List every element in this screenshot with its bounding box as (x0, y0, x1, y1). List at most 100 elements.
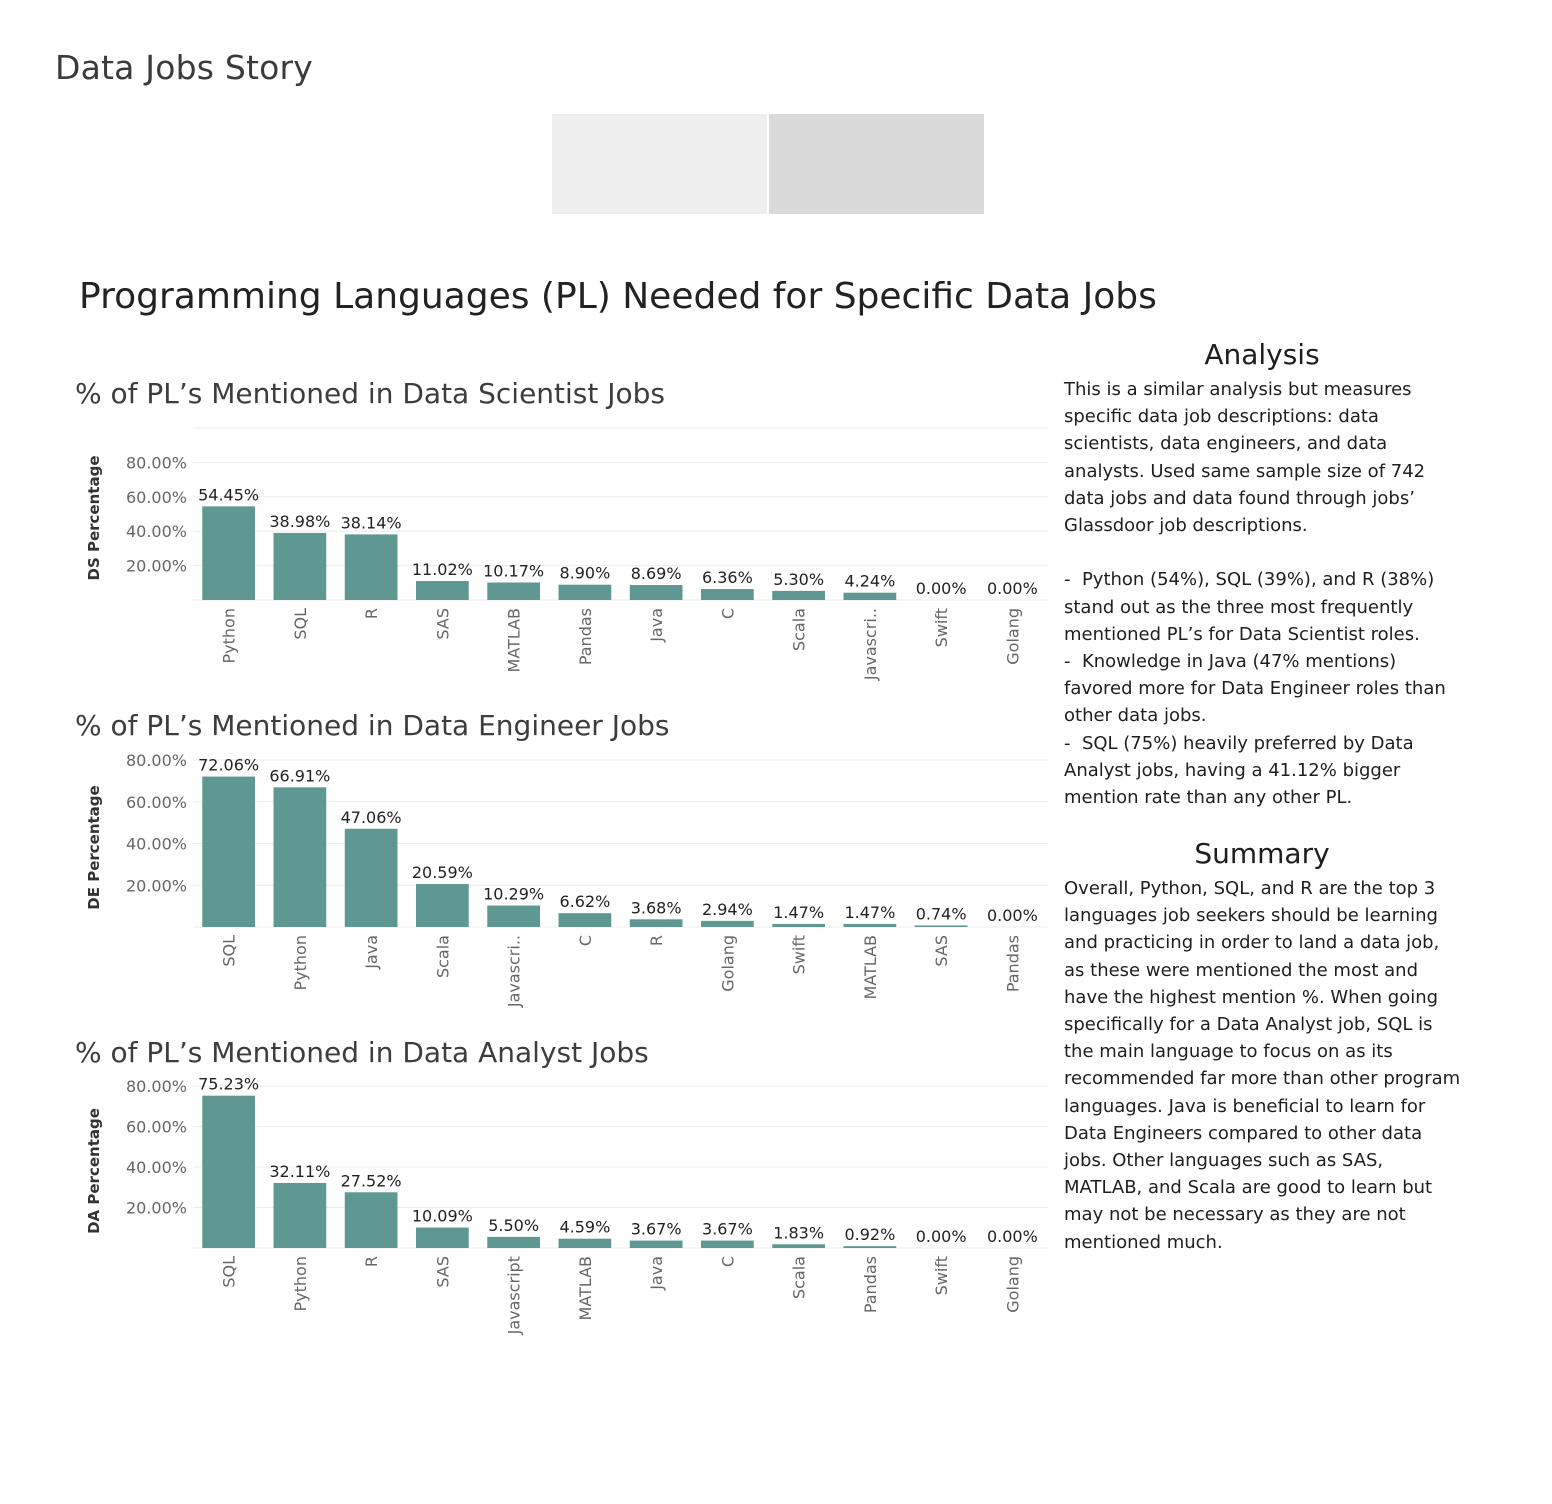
ds-bar-pandas[interactable] (558, 584, 612, 600)
ds-y-tick-label: 80.00% (126, 453, 187, 472)
da-data-label: 4.59% (559, 1218, 610, 1237)
ds-bar-c[interactable] (701, 589, 754, 600)
de-category-label: Pandas (1003, 935, 1022, 992)
da-bar-sas[interactable] (416, 1227, 469, 1248)
ds-bar-java[interactable] (629, 585, 683, 600)
da-bar-javascript[interactable] (487, 1236, 540, 1248)
ds-category-label: Javascri.. (861, 608, 880, 681)
da-category-label: SQL (220, 1256, 239, 1288)
da-bar-sql[interactable] (202, 1095, 255, 1248)
da-category-label: Java (647, 1256, 666, 1291)
story-navigator (552, 114, 984, 214)
da-bar-r[interactable] (344, 1192, 398, 1248)
da-bar-python[interactable] (273, 1182, 327, 1248)
ds-bar-python[interactable] (202, 506, 255, 600)
story-point-1[interactable] (552, 114, 767, 214)
de-data-label: 1.47% (773, 903, 824, 922)
de-y-tick-label: 20.00% (126, 876, 187, 895)
da-bar-matlab[interactable] (558, 1238, 612, 1248)
ds-data-label: 8.69% (631, 564, 682, 583)
ds-bar-sql[interactable] (273, 532, 327, 600)
de-y-tick-label: 80.00% (126, 751, 187, 770)
ds-bar-matlab[interactable] (487, 582, 540, 600)
de-data-label: 2.94% (702, 900, 753, 919)
analysis-heading: Analysis (1204, 338, 1320, 371)
ds-bar-javascri[interactable] (843, 592, 897, 600)
ds-y-tick-label: 40.00% (126, 522, 187, 541)
story-title: Data Jobs Story (55, 48, 314, 87)
da-data-label: 75.23% (198, 1075, 259, 1094)
de-category-label: R (647, 935, 666, 946)
dashboard-title: Programming Languages (PL) Needed for Sp… (79, 276, 1157, 317)
de-data-label: 72.06% (198, 756, 259, 775)
ds-data-label: 38.98% (269, 512, 330, 531)
da-bar-java[interactable] (629, 1240, 683, 1248)
ds-chart-title: % of PL’s Mentioned in Data Scientist Jo… (75, 377, 666, 410)
de-bar-r[interactable] (629, 919, 683, 927)
da-data-label: 10.09% (412, 1207, 473, 1226)
da-y-tick-label: 80.00% (126, 1077, 187, 1096)
de-data-label: 6.62% (559, 892, 610, 911)
de-data-label: 47.06% (341, 808, 402, 827)
ds-category-label: Swift (932, 608, 951, 647)
ds-category-label: Golang (1003, 608, 1022, 665)
ds-data-label: 5.30% (773, 570, 824, 589)
de-bar-scala[interactable] (416, 884, 469, 927)
ds-data-label: 4.24% (844, 572, 895, 591)
de-category-label: MATLAB (861, 935, 880, 999)
ds-data-label: 0.00% (987, 579, 1038, 598)
da-category-label: Pandas (861, 1256, 880, 1313)
da-data-label: 0.00% (916, 1227, 967, 1246)
de-bar-c[interactable] (558, 913, 612, 927)
ds-data-label: 10.17% (483, 562, 544, 581)
de-bar-sas[interactable] (914, 925, 968, 927)
da-y-axis-label: DA Percentage (85, 1108, 103, 1234)
ds-category-label: R (362, 608, 381, 619)
de-data-label: 0.00% (987, 906, 1038, 925)
de-data-label: 20.59% (412, 863, 473, 882)
de-data-label: 0.74% (916, 904, 967, 923)
ds-data-label: 54.45% (198, 485, 259, 504)
de-category-label: SQL (220, 935, 239, 967)
ds-y-tick-label: 60.00% (126, 488, 187, 507)
de-data-label: 3.68% (631, 898, 682, 917)
da-data-label: 27.52% (341, 1171, 402, 1190)
da-bar-scala[interactable] (772, 1244, 825, 1248)
ds-category-label: Pandas (576, 608, 595, 665)
ds-bar-r[interactable] (344, 534, 398, 600)
de-data-label: 66.91% (269, 766, 330, 785)
de-bar-chart: 20.00% 40.00% 60.00% 80.00% DE Percentage 72.… (85, 751, 1048, 1008)
de-bar-swift[interactable] (772, 923, 825, 927)
de-category-label: SAS (932, 935, 951, 967)
de-bar-golang[interactable] (701, 920, 754, 927)
da-bar-pandas[interactable] (843, 1246, 897, 1248)
de-bar-matlab[interactable] (843, 923, 897, 927)
da-data-label: 32.11% (269, 1162, 330, 1181)
da-bar-c[interactable] (701, 1240, 754, 1248)
da-category-label: Javascript (505, 1256, 524, 1335)
story-point-2[interactable] (769, 114, 984, 214)
de-chart-title: % of PL’s Mentioned in Data Engineer Job… (75, 709, 670, 742)
da-y-tick-label: 60.00% (126, 1118, 187, 1137)
de-bar-sql[interactable] (202, 776, 255, 927)
de-category-label: Scala (433, 935, 452, 978)
de-bar-javascri[interactable] (487, 905, 540, 927)
de-category-label: Golang (718, 935, 737, 992)
da-data-label: 1.83% (773, 1223, 824, 1242)
ds-bar-sas[interactable] (416, 581, 469, 600)
da-chart-title: % of PL’s Mentioned in Data Analyst Jobs (75, 1036, 649, 1069)
da-category-label: MATLAB (576, 1256, 595, 1320)
de-category-label: C (576, 935, 595, 946)
da-data-label: 3.67% (631, 1220, 682, 1239)
summary-heading: Summary (1194, 837, 1330, 870)
da-category-label: Scala (790, 1256, 809, 1299)
ds-category-label: C (718, 608, 737, 619)
ds-category-label: SQL (291, 608, 310, 640)
de-bar-python[interactable] (273, 787, 327, 927)
ds-bar-scala[interactable] (772, 590, 825, 600)
ds-data-label: 38.14% (341, 513, 402, 532)
da-data-label: 3.67% (702, 1220, 753, 1239)
de-y-tick-label: 60.00% (126, 793, 187, 812)
da-category-label: C (718, 1256, 737, 1267)
de-bar-java[interactable] (344, 828, 398, 927)
